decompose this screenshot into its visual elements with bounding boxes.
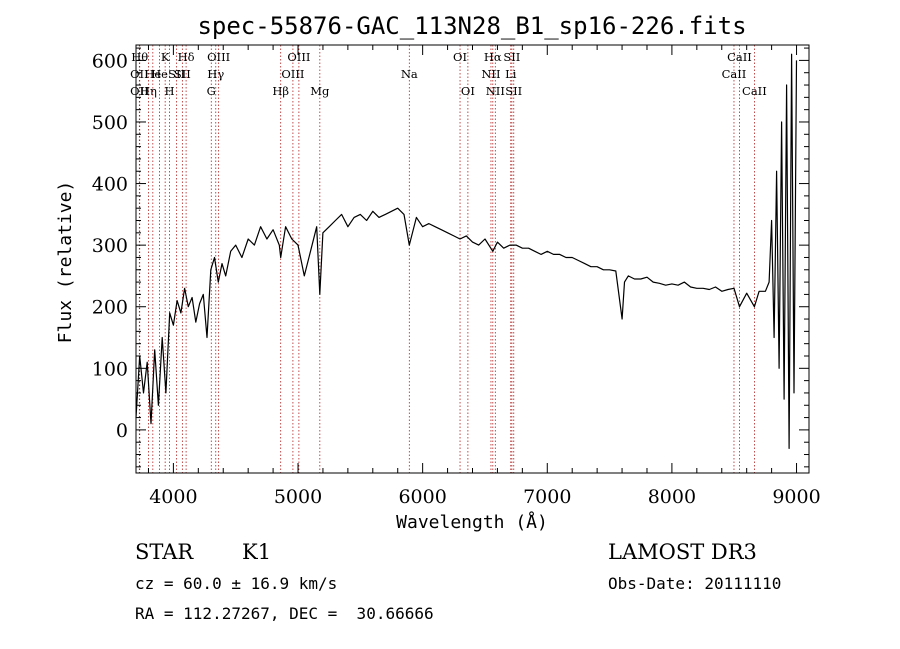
line-marker-label: CaII (722, 67, 747, 81)
line-marker-label: CaII (727, 50, 752, 64)
line-marker-label: Li (505, 67, 517, 81)
x-tick-label: 6000 (398, 486, 446, 508)
obs-date: Obs-Date: 20111110 (608, 574, 782, 593)
x-tick-label: 8000 (648, 486, 696, 508)
y-tick-label: 300 (92, 235, 128, 257)
spectrum-chart: spec-55876-GAC_113N28_B1_sp16-226.fits H… (55, 12, 821, 533)
flux-line (135, 53, 798, 449)
chart-title: spec-55876-GAC_113N28_B1_sp16-226.fits (197, 12, 746, 40)
line-marker-label: SII (505, 84, 522, 98)
y-tick-label: 500 (92, 112, 128, 134)
object-type: STAR (135, 540, 194, 564)
y-tick-label: 600 (92, 50, 128, 72)
line-marker-label: Hγ (207, 67, 224, 81)
x-tick-label: 4000 (149, 486, 197, 508)
line-marker-label: SII (503, 50, 520, 64)
coordinates: RA = 112.27267, DEC = 30.66666 (135, 604, 434, 623)
y-axis-label: Flux (relative) (55, 181, 76, 344)
line-marker-label: Na (401, 67, 418, 81)
line-marker-label: OIII (281, 67, 304, 81)
line-marker-label: Hθ (131, 50, 148, 64)
line-marker-label: Hβ (272, 84, 289, 98)
line-marker-label: NII (481, 67, 500, 81)
spectral-line-markers (138, 45, 755, 473)
flux-series (135, 53, 798, 449)
line-marker-label: OI (453, 50, 467, 64)
survey-name: LAMOST DR3 (608, 540, 757, 564)
axis-ticks: 4000 5000 6000 7000 8000 9000 0 100 200 300 400 500… (92, 45, 821, 508)
line-marker-label: He (144, 67, 161, 81)
x-axis-label: Wavelength (Å) (396, 511, 548, 533)
line-marker-label: Hα (484, 50, 502, 64)
object-subclass: K1 (242, 540, 272, 564)
line-marker-label: Mg (310, 84, 330, 98)
x-tick-label: 5000 (274, 486, 322, 508)
line-marker-label: OII (130, 67, 149, 81)
line-marker-label: SII (174, 67, 191, 81)
line-marker-label: OIII (287, 50, 310, 64)
line-marker-label: OI (461, 84, 475, 98)
line-marker-label: SII (168, 67, 185, 81)
y-tick-label: 100 (92, 358, 128, 380)
spectral-line-labels: HθOIIOIIHηHeHeKHSIIHδSIIGHγOIIIHβOIIIOII… (130, 50, 767, 98)
y-tick-label: 200 (92, 297, 128, 319)
line-marker-label: OII (130, 84, 149, 98)
line-marker-label: Hδ (178, 50, 195, 64)
redshift-text: cz = 60.0 ± 16.9 km/s (135, 574, 338, 593)
plot-frame (135, 44, 810, 474)
line-marker-label: H (165, 84, 175, 98)
x-tick-label: 9000 (772, 486, 820, 508)
line-marker-label: He (151, 67, 168, 81)
line-marker-label: G (207, 84, 216, 98)
y-tick-label: 400 (92, 174, 128, 196)
line-marker-label: Hη (140, 84, 157, 98)
line-marker-label: CaII (742, 84, 767, 98)
line-marker-label: K (161, 50, 170, 64)
line-marker-label: OIII (207, 50, 230, 64)
line-marker-label: NII (486, 84, 505, 98)
y-tick-label: 0 (116, 420, 128, 442)
x-tick-label: 7000 (523, 486, 571, 508)
